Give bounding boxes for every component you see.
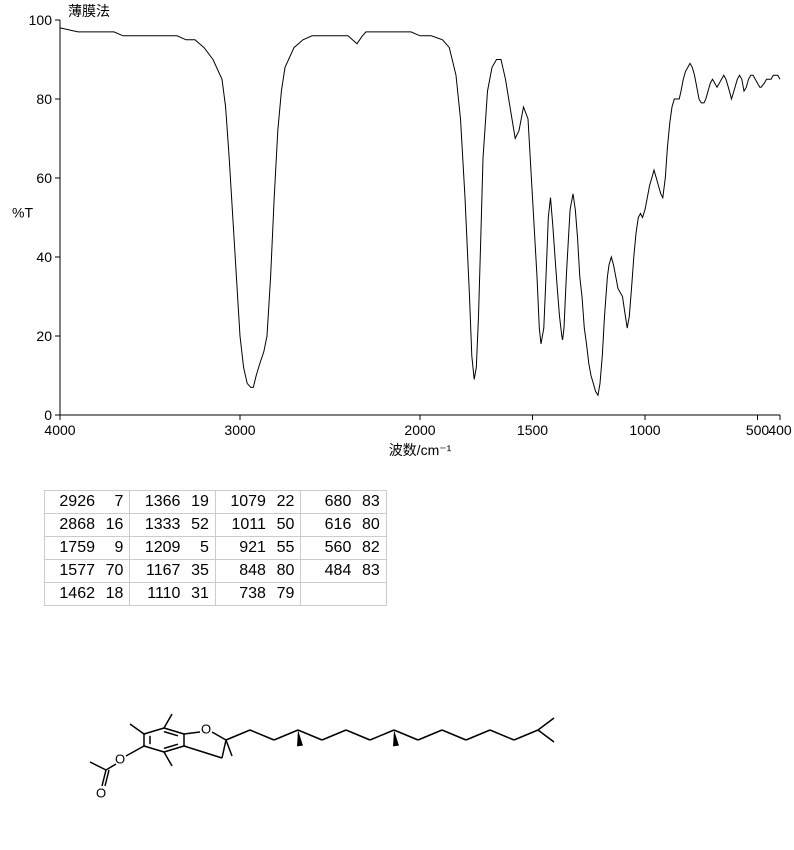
peak-cell: 1577 70 [45,560,130,583]
svg-text:4000: 4000 [44,422,75,438]
peak-cell: 484 83 [301,560,386,583]
peak-cell: 1333 52 [130,514,215,537]
svg-text:60: 60 [36,170,52,186]
svg-text:20: 20 [36,328,52,344]
svg-text:%T: %T [12,205,33,221]
ir-spectrum-chart: 0 20 40 60 80 100 4000 3000 2000 1500 1000 500400 薄膜… [0,0,794,460]
molecule-structure: O O O [54,680,694,830]
svg-text:薄膜法: 薄膜法 [68,3,110,19]
svg-text:0: 0 [44,407,52,423]
svg-text:400: 400 [768,422,792,438]
svg-text:O: O [115,751,125,766]
molecule-svg: O O O [54,680,694,830]
peak-cell: 921 55 [215,537,300,560]
svg-text:1500: 1500 [517,422,548,438]
svg-text:3000: 3000 [224,422,255,438]
peak-cell: 2926 7 [45,491,130,514]
peak-data-table: 2926 71366 191079 22680 83 2868 161333 52… [44,490,387,606]
peak-cell: 1011 50 [215,514,300,537]
svg-text:波数/cm⁻¹: 波数/cm⁻¹ [389,442,452,458]
peak-cell: 1366 19 [130,491,215,514]
svg-text:O: O [96,785,106,800]
peak-cell: 2868 16 [45,514,130,537]
svg-text:80: 80 [36,91,52,107]
peak-cell: 1167 35 [130,560,215,583]
peak-cell: 1462 18 [45,583,130,606]
peak-cell: 848 80 [215,560,300,583]
svg-text:40: 40 [36,249,52,265]
peak-cell [301,583,386,606]
peak-cell: 680 83 [301,491,386,514]
peak-cell: 560 82 [301,537,386,560]
chart-svg: 0 20 40 60 80 100 4000 3000 2000 1500 1000 500400 薄膜… [0,0,794,460]
svg-text:2000: 2000 [404,422,435,438]
peak-table: 2926 71366 191079 22680 83 2868 161333 52… [44,490,387,606]
peak-cell: 1759 9 [45,537,130,560]
svg-text:100: 100 [29,12,53,28]
peak-cell: 1209 5 [130,537,215,560]
peak-cell: 616 80 [301,514,386,537]
svg-text:1000: 1000 [629,422,660,438]
peak-cell: 738 79 [215,583,300,606]
peak-cell: 1110 31 [130,583,215,606]
svg-text:O: O [201,721,211,736]
svg-text:500: 500 [746,422,770,438]
peak-cell: 1079 22 [215,491,300,514]
